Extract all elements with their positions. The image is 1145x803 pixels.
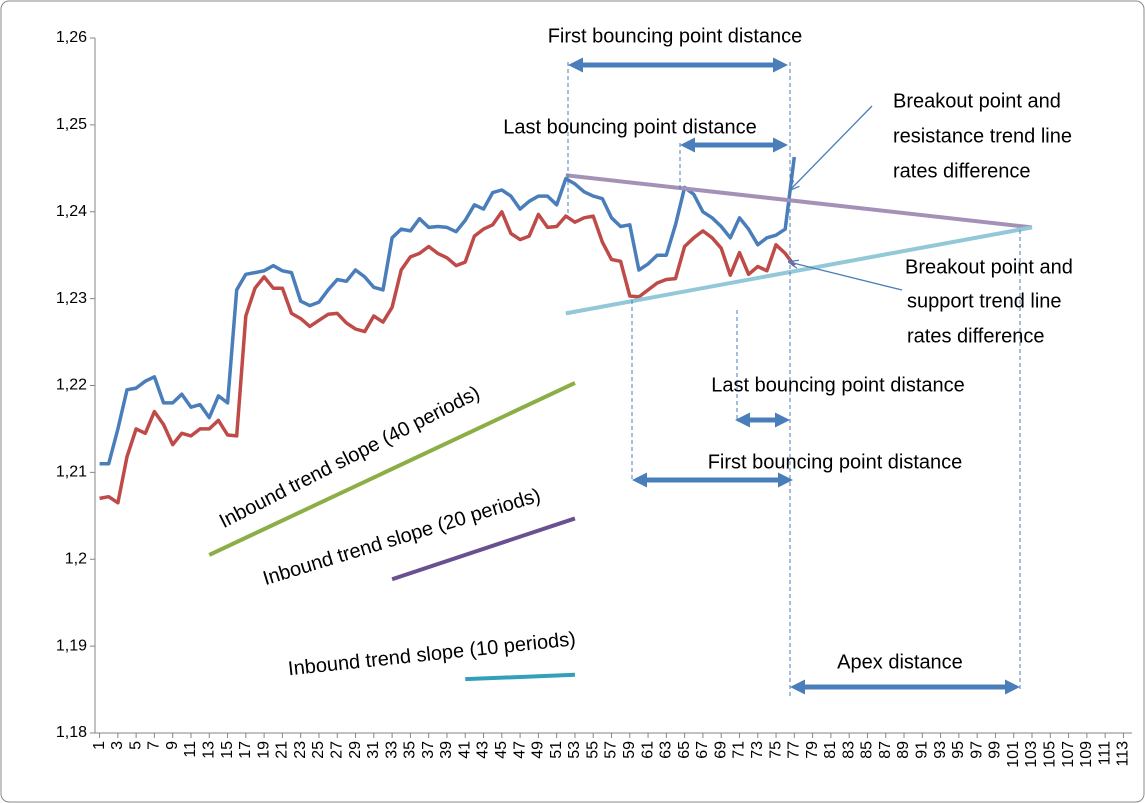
- annotation: support trend line: [907, 290, 1062, 312]
- x-tick-label: 15: [219, 741, 236, 759]
- annotation: resistance trend line: [893, 125, 1072, 147]
- series-line: [99, 156, 797, 466]
- y-tick-label: 1,26: [56, 29, 87, 46]
- x-tick-label: 95: [950, 741, 967, 759]
- x-tick-label: 31: [365, 741, 382, 759]
- x-tick-label: 83: [840, 741, 857, 759]
- x-tick-label: 111: [1096, 741, 1113, 765]
- y-tick-label: 1,25: [56, 116, 87, 133]
- x-tick-label: 65: [676, 741, 693, 759]
- x-tick-label: 45: [493, 741, 510, 759]
- x-tick-label: 87: [877, 741, 894, 759]
- x-tick-label: 37: [420, 741, 437, 759]
- x-tick-label: 109: [1078, 741, 1095, 768]
- trend-line: [391, 516, 576, 582]
- x-tick-label: 39: [438, 741, 455, 759]
- x-tick-label: 17: [237, 741, 254, 759]
- x-tick-label: 91: [914, 741, 931, 759]
- annotation: First bouncing point distance: [708, 451, 963, 473]
- trend-line: [208, 381, 576, 557]
- x-tick-label: 5: [127, 741, 144, 750]
- x-tick-label: 113: [1115, 741, 1132, 767]
- x-tick-label: 35: [402, 741, 419, 759]
- y-tick-label: 1,23: [56, 290, 87, 307]
- x-tick-label: 43: [475, 741, 492, 759]
- x-tick-label: 11: [182, 741, 199, 758]
- annotation: rates difference: [893, 160, 1031, 182]
- x-tick-label: 59: [621, 741, 638, 759]
- x-tick-label: 47: [511, 741, 528, 759]
- trend-line: [565, 225, 1033, 316]
- x-tick-label: 1: [91, 741, 108, 750]
- pointer: [789, 262, 903, 291]
- x-tick-label: 19: [255, 741, 272, 759]
- annotation: First bouncing point distance: [548, 25, 803, 47]
- trend-line: [565, 173, 1033, 230]
- x-tick-label: 81: [822, 741, 839, 759]
- x-tick-label: 107: [1060, 741, 1077, 768]
- x-tick-label: 61: [639, 741, 656, 759]
- x-tick-label: 21: [274, 741, 291, 759]
- x-tick-label: 101: [1005, 741, 1022, 768]
- y-tick-label: 1,2: [65, 550, 87, 567]
- guides: [567, 57, 1021, 698]
- annotation: rates difference: [907, 325, 1045, 347]
- x-tick-label: 75: [767, 741, 784, 759]
- y-tick-label: 1,18: [56, 724, 87, 741]
- x-tick-label: 33: [383, 741, 400, 759]
- x-tick-label: 27: [328, 741, 345, 759]
- x-tick-label: 63: [658, 741, 675, 759]
- y-tick-label: 1,21: [56, 464, 87, 481]
- x-tick-label: 69: [712, 741, 729, 759]
- annotation: Breakout point and: [893, 90, 1061, 112]
- x-tick-label: 29: [347, 741, 364, 759]
- annotation: Apex distance: [837, 651, 963, 673]
- x-tick-label: 67: [694, 741, 711, 759]
- y-tick-label: 1,22: [56, 377, 87, 394]
- y-tick-label: 1,19: [56, 637, 87, 654]
- x-tick-label: 79: [804, 741, 821, 759]
- x-tick-label: 103: [1023, 741, 1040, 768]
- x-tick-label: 41: [456, 741, 473, 759]
- annotation: Last bouncing point distance: [503, 116, 757, 138]
- x-tick-label: 53: [566, 741, 583, 759]
- x-tick-label: 51: [548, 741, 565, 759]
- x-tick-label: 7: [146, 741, 163, 750]
- x-tick-label: 49: [530, 741, 547, 759]
- x-tick-label: 99: [987, 741, 1004, 759]
- x-tick-label: 93: [932, 741, 949, 759]
- series-line: [99, 210, 796, 505]
- x-tick-label: 13: [200, 741, 217, 759]
- x-tick-label: 55: [584, 741, 601, 759]
- y-tick-label: 1,24: [56, 203, 87, 220]
- x-tick-label: 25: [310, 741, 327, 759]
- x-tick-label: 3: [109, 741, 126, 750]
- pointer: [790, 105, 873, 190]
- x-tick-label: 73: [749, 741, 766, 759]
- annotation: Last bouncing point distance: [711, 374, 965, 396]
- x-tick-label: 77: [786, 741, 803, 759]
- x-tick-label: 97: [968, 741, 985, 759]
- x-tick-label: 89: [895, 741, 912, 759]
- x-tick-label: 9: [164, 741, 181, 750]
- trend-line: [465, 672, 576, 682]
- annotation: Breakout point and: [905, 256, 1073, 278]
- plot-area: 1,181,191,21,211,221,231,241,251,261 3 5 7 9…: [56, 29, 1132, 768]
- x-tick-label: 105: [1042, 741, 1059, 768]
- x-tick-label: 23: [292, 741, 309, 759]
- x-tick-label: 85: [859, 741, 876, 759]
- x-tick-label: 57: [603, 741, 620, 759]
- x-tick-label: 71: [731, 741, 748, 759]
